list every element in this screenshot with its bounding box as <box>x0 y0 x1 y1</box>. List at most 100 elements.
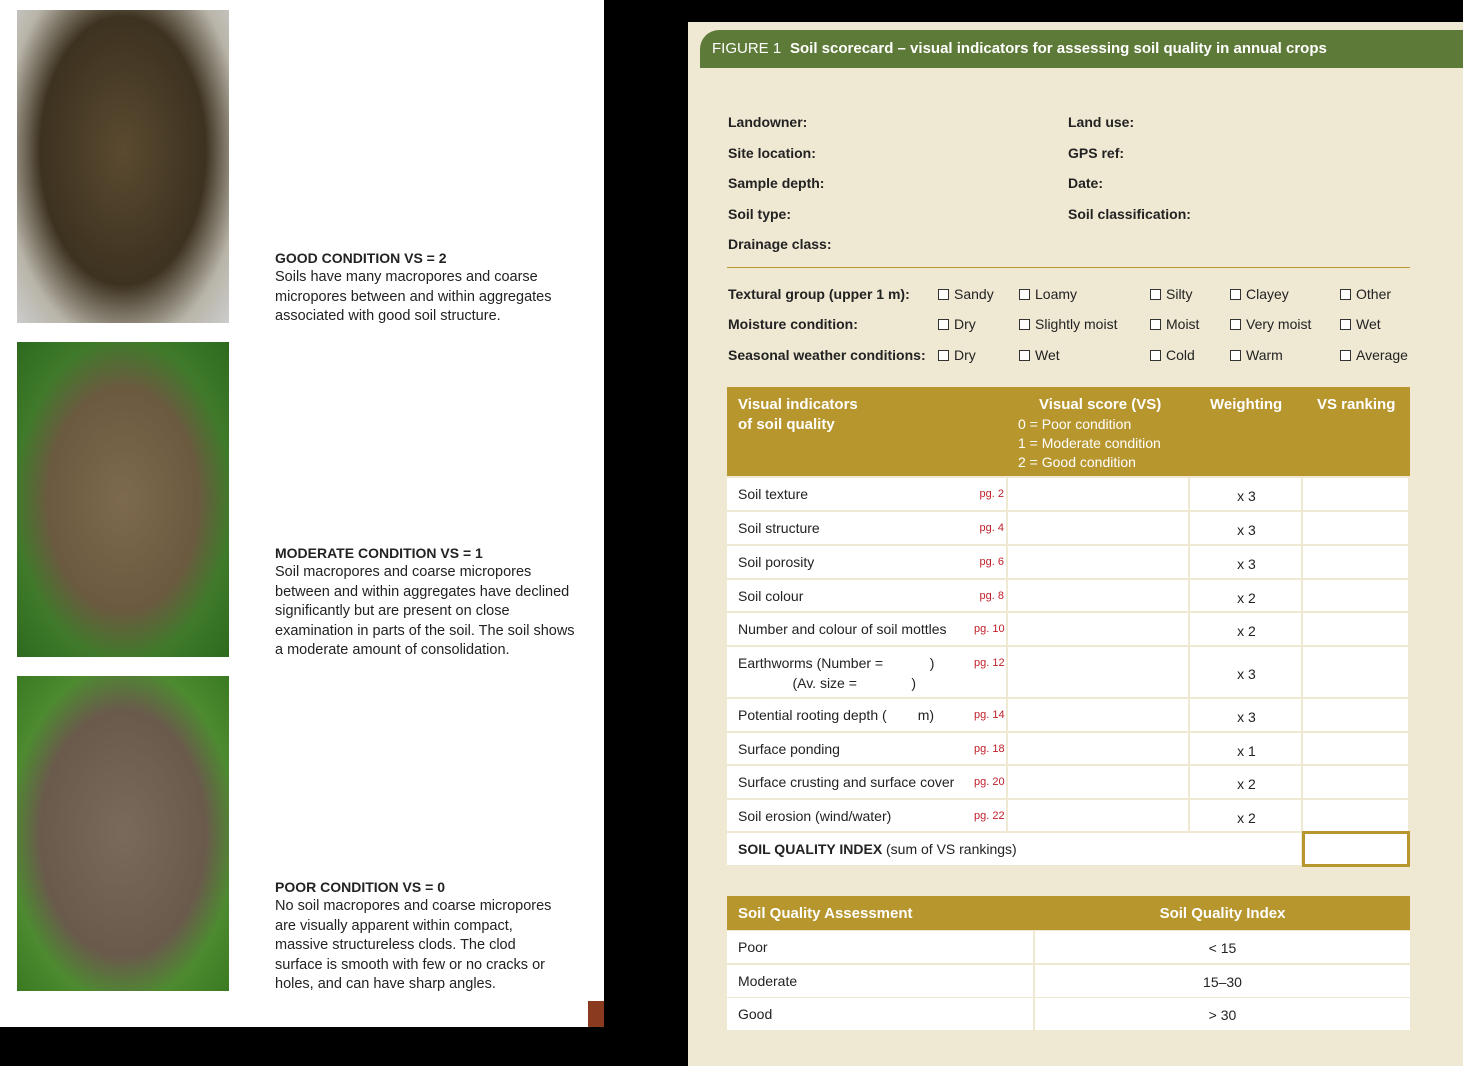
checkbox-row-label: Textural group (upper 1 m): <box>728 286 910 302</box>
page-ref: pg. 20 <box>974 776 1005 788</box>
index-note: (sum of VS rankings) <box>886 841 1017 857</box>
index-box <box>1302 831 1410 867</box>
indicator: Potential rooting depth ( m) <box>738 707 935 723</box>
assessment-label: Moderate <box>738 972 798 989</box>
checkbox-option: Very moist <box>1246 316 1312 333</box>
assessment-index: 15–30 <box>1203 973 1242 990</box>
checkbox <box>1230 349 1241 361</box>
indicator: Soil colour <box>738 588 804 604</box>
separator <box>727 267 1410 268</box>
score-legend: 2 = Good condition <box>1018 454 1136 470</box>
indicator: Surface crusting and surface cover <box>738 774 955 790</box>
table-cell <box>1303 546 1408 578</box>
weight: x 1 <box>1237 742 1256 759</box>
weight: x 2 <box>1237 809 1256 826</box>
checkbox-option: Wet <box>1356 316 1381 333</box>
figure-label: FIGURE 1 <box>712 40 782 57</box>
condition-text: are visually apparent within compact, <box>275 917 513 934</box>
header-text: Soil Quality Assessment <box>738 905 913 922</box>
indicator: Soil texture <box>738 486 809 502</box>
indicator: Number and colour of soil mottles <box>738 621 947 637</box>
condition-heading: POOR CONDITION VS = 0 <box>275 879 445 895</box>
checkbox-row-label: Moisture condition: <box>728 316 858 333</box>
page-ref: pg. 8 <box>979 590 1004 602</box>
condition-text: No soil macropores and coarse micropores <box>275 898 552 914</box>
checkbox-option: Silty <box>1166 286 1193 302</box>
table-header <box>727 896 1410 930</box>
table-cell <box>1303 580 1408 611</box>
table-cell <box>1008 766 1188 798</box>
checkbox <box>1150 349 1161 361</box>
page-ref: pg. 6 <box>979 556 1004 568</box>
condition-text: micropores between and within aggregates <box>275 288 552 305</box>
table-cell <box>1035 998 1410 1030</box>
condition-text: surface is smooth with few or no cracks … <box>275 956 545 973</box>
table-cell <box>727 800 1006 831</box>
table-cell <box>1008 613 1188 645</box>
table-cell <box>1303 800 1408 831</box>
field-label: Date: <box>1068 175 1104 191</box>
checkbox-option: Clayey <box>1246 286 1289 302</box>
condition-text: massive structureless clods. The clod <box>275 937 516 953</box>
weight: x 2 <box>1237 776 1256 792</box>
header-text: Soil Quality Index <box>1159 905 1286 922</box>
table-cell <box>1190 546 1301 578</box>
checkbox-option: Dry <box>954 346 976 363</box>
table-cell <box>1190 766 1301 798</box>
table-cell <box>727 998 1033 1030</box>
table-cell <box>1190 800 1301 831</box>
assessment-index: > 30 <box>1208 1007 1237 1023</box>
table-cell <box>1190 647 1301 697</box>
table-cell <box>1190 580 1301 611</box>
checkbox-option: Wet <box>1035 346 1060 363</box>
condition-text: significantly but are present on close <box>275 603 510 619</box>
table-cell <box>1303 512 1408 544</box>
header-text: Visual score (VS) <box>1039 396 1162 413</box>
table-cell <box>727 546 1006 578</box>
indicator: (Av. size = ) <box>738 675 917 691</box>
header-text: VS ranking <box>1317 396 1396 413</box>
right-page: FIGURE 1 Soil scorecard – visual indicat… <box>688 22 1463 1066</box>
checkbox-option: Sandy <box>954 286 994 302</box>
table-cell <box>1190 613 1301 645</box>
table-header <box>727 387 1410 476</box>
table-cell <box>727 699 1006 731</box>
assessment-label: Poor <box>738 939 768 955</box>
page-ref: pg. 10 <box>974 623 1005 635</box>
table-cell <box>727 964 1033 997</box>
checkbox <box>938 319 949 331</box>
table-cell <box>1008 647 1188 697</box>
condition-text: examination in parts of the soil. The so… <box>275 622 575 639</box>
indicator: Surface ponding <box>738 741 840 757</box>
table-cell <box>1035 964 1410 997</box>
table-cell <box>1008 733 1188 764</box>
header-text: Weighting <box>1210 396 1283 413</box>
left-page: GOOD CONDITION VS = 2 Soils have many mac… <box>0 0 604 1027</box>
page-ref: pg. 2 <box>979 488 1004 500</box>
checkbox <box>1340 349 1351 361</box>
assessment-label: Good <box>738 1006 773 1022</box>
table-cell <box>1190 699 1301 731</box>
checkbox-option: Average <box>1356 346 1408 363</box>
page-ref: pg. 4 <box>979 522 1004 534</box>
page-ref: pg. 22 <box>974 810 1005 822</box>
table-cell <box>727 478 1006 510</box>
table-cell <box>1008 478 1188 510</box>
weight: x 2 <box>1237 589 1256 606</box>
photo-poor <box>17 676 229 991</box>
checkbox <box>1150 289 1161 300</box>
table-cell <box>1008 699 1188 731</box>
figure-title: Soil scorecard – visual indicators for a… <box>790 40 1327 57</box>
checkbox <box>938 289 949 300</box>
table-cell <box>1008 580 1188 611</box>
table-cell <box>1303 478 1408 510</box>
checkbox <box>1230 289 1241 300</box>
table-cell <box>727 833 1301 865</box>
weight: x 3 <box>1237 488 1256 504</box>
table-cell <box>1303 613 1408 645</box>
table-cell <box>1303 733 1408 764</box>
checkbox <box>1150 319 1161 331</box>
field-label: GPS ref: <box>1068 144 1125 161</box>
condition-heading: MODERATE CONDITION VS = 1 <box>275 545 483 561</box>
